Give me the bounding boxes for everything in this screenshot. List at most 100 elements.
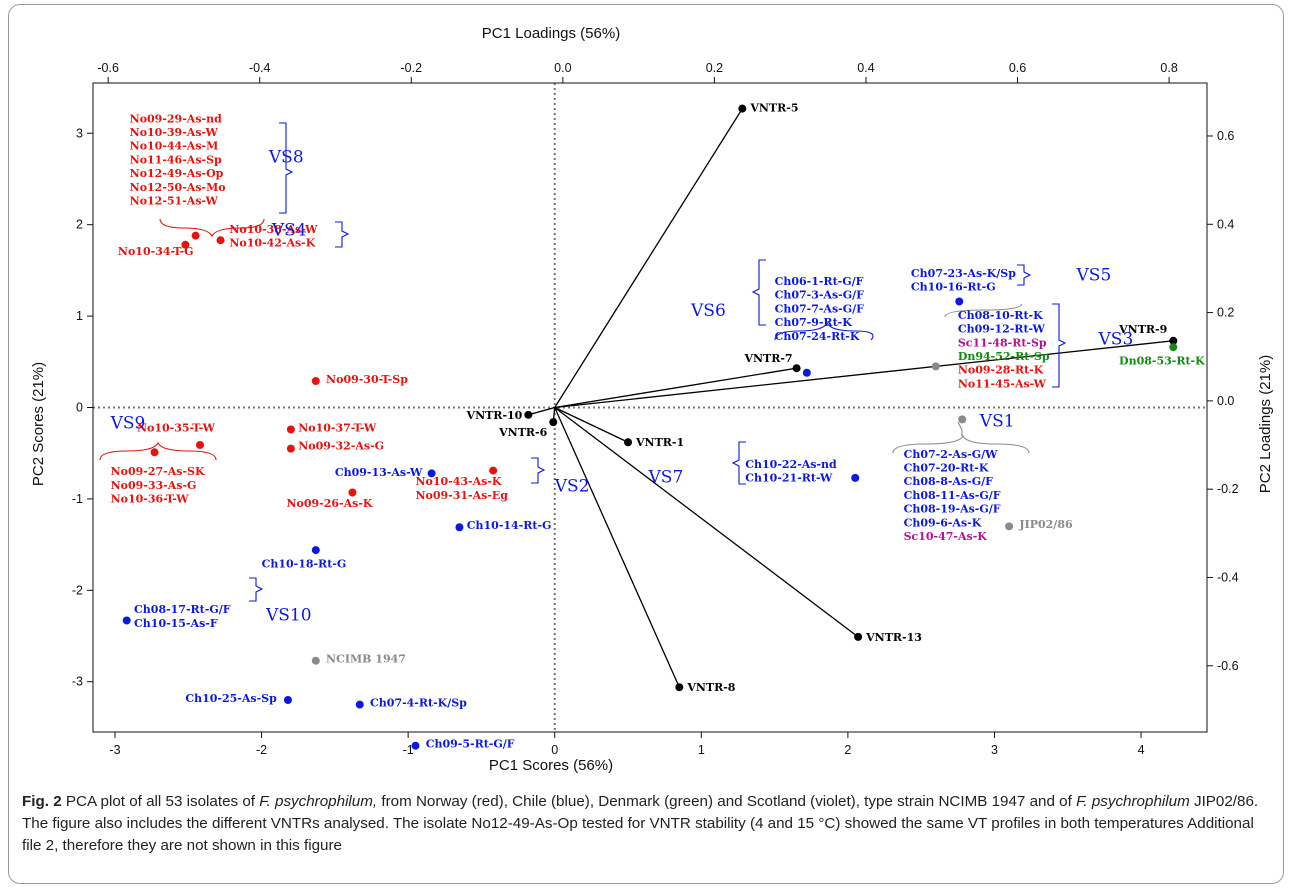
isolate-label: Dn94-52-Rt-Sp [958,350,1050,363]
isolate-points [122,231,1178,750]
right-tick-label: 0.6 [1217,129,1234,143]
vntr-label: VNTR-8 [686,681,735,694]
isolate-label: No09-31-As-Eg [415,489,508,502]
isolate-label: Ch07-24-Rt-K [775,330,860,343]
x-tick-label: 2 [844,743,851,757]
right-tick-label: 0.4 [1217,217,1234,231]
isolate-label: No10-42-As-K [229,237,315,250]
isolate-point [931,362,940,371]
isolate-point [1169,343,1178,352]
isolate-label: Sc11-48-Rt-Sp [958,336,1047,349]
right-tick-label: -0.4 [1217,570,1239,584]
caption-species-2: F. psychrophilum [1076,793,1190,810]
point-labels: VNTR-5 VNTR-9 VNTR-7 VNTR-10 VNTR-6 VNTR-1 VNT… [111,102,1206,751]
isolate-label: No10-43-As-K [415,475,501,488]
top-tick-label: -0.6 [97,61,119,75]
isolate-label: Ch08-11-As-G/F [904,489,1001,502]
y-tick-label: 0 [76,401,83,415]
isolate-label: No10-39-As-W [130,126,219,139]
top-tick-label: 0.2 [706,61,723,75]
vntr-label: VNTR-9 [1118,323,1167,336]
vntr-label: VNTR-13 [865,631,922,644]
group-label: VS5 [1076,265,1112,285]
group-bracket [335,221,350,248]
isolate-label: Ch07-2-As-G/W [904,448,999,461]
caption-text-2: from Norway (red), Chile (blue), Denmark… [377,793,1077,810]
isolate-point [191,231,200,240]
group-label: VS7 [648,467,684,487]
isolate-label: Sc10-47-As-K [904,530,988,543]
isolate-point [348,488,357,497]
y-tick-label: -2 [72,583,83,597]
isolate-label: No12-50-As-Mo [130,181,226,194]
isolate-label: No11-46-As-Sp [130,153,222,166]
y-tick-label: 3 [76,126,83,140]
figure-frame [8,4,1284,884]
isolate-label: Ch06-1-Rt-G/F [775,275,864,288]
y-axis-title-left: PC2 Scores (21%) [30,362,47,486]
caption-species-1: F. psychrophilum, [259,793,378,810]
isolate-label: No12-51-As-W [130,195,219,208]
group-bracket [957,421,963,436]
isolate-point [427,469,436,478]
x-tick-label: 3 [991,743,998,757]
zero-reference-lines [93,83,1207,732]
axes: -3 -2 -1 0 1 2 3 4 -3 -2 -1 0 1 2 3 -0.6 -0.4 -0.2 0.0 0.2 0… [72,61,1239,757]
isolate-label: Ch08-17-Rt-G/F [134,603,231,616]
group-bracket [751,259,766,326]
x-tick-label: 1 [698,743,705,757]
isolate-label: No10-37-T-W [298,421,377,434]
top-tick-label: 0.6 [1009,61,1026,75]
top-tick-label: 0.4 [857,61,874,75]
isolate-label: Ch09-12-Rt-W [958,323,1046,336]
vntr-label: VNTR-6 [498,426,547,439]
top-tick-label: -0.4 [249,61,271,75]
isolate-label: Ch10-16-Rt-G [911,280,996,293]
y-axis-title-right: PC2 Loadings (21%) [1257,355,1274,493]
right-tick-label: -0.6 [1217,659,1239,673]
isolate-point [411,741,420,750]
isolate-point [181,240,190,249]
isolate-label: No10-34-T-G [118,245,194,258]
vntr-label: VNTR-1 [635,436,684,449]
vntr-vector-line [528,406,555,416]
isolate-label: Ch07-4-Rt-K/Sp [370,696,467,709]
isolate-label: No09-27-As-SK [111,465,205,478]
vntr-vector-line [554,406,859,638]
vntr-vector-line [554,367,797,409]
isolate-point [311,656,320,665]
vntr-vector-line [554,407,680,688]
isolate-point [150,448,159,457]
right-tick-label: 0.2 [1217,306,1234,320]
group-labels: VS8 VS4 VS9 VS10 VS2 VS6 VS5 VS3 VS1 VS7 [110,148,1134,626]
top-tick-label: 0.0 [554,61,571,75]
vntr-vector-point [624,438,633,447]
group-bracket [99,441,217,461]
isolate-label: No09-32-As-G [298,440,384,453]
isolate-point [851,473,860,482]
x-tick-label: 0 [551,743,558,757]
group-label: VS9 [110,414,146,434]
isolate-label: No09-33-As-G [111,479,197,492]
group-brackets [99,122,1067,602]
isolate-label: Ch09-6-As-K [904,516,982,529]
isolate-point [286,444,295,453]
isolate-label: JIP02/86 [1018,518,1073,531]
isolate-label: No09-30-T-Sp [326,373,408,386]
figure-caption: Fig. 2 PCA plot of all 53 isolates of F.… [22,791,1272,857]
group-label: VS1 [979,412,1015,432]
vntr-vector-line [554,340,1174,409]
isolate-point [1005,522,1014,531]
isolate-label: No12-49-As-Op [130,167,224,180]
isolate-label: Ch10-25-As-Sp [185,692,277,705]
isolate-label: Ch07-23-As-K/Sp [911,267,1016,280]
group-bracket [159,218,265,238]
vntr-vector-point [854,632,863,641]
isolate-point [196,440,205,449]
group-label: VS2 [554,477,590,497]
isolate-label: Ch07-20-Rt-K [904,461,989,474]
vntr-vector-line [554,406,629,443]
y-tick-label: -1 [72,492,83,506]
isolate-label: Ch08-10-Rt-K [958,309,1043,322]
isolate-label: No10-36-T-W [111,493,190,506]
